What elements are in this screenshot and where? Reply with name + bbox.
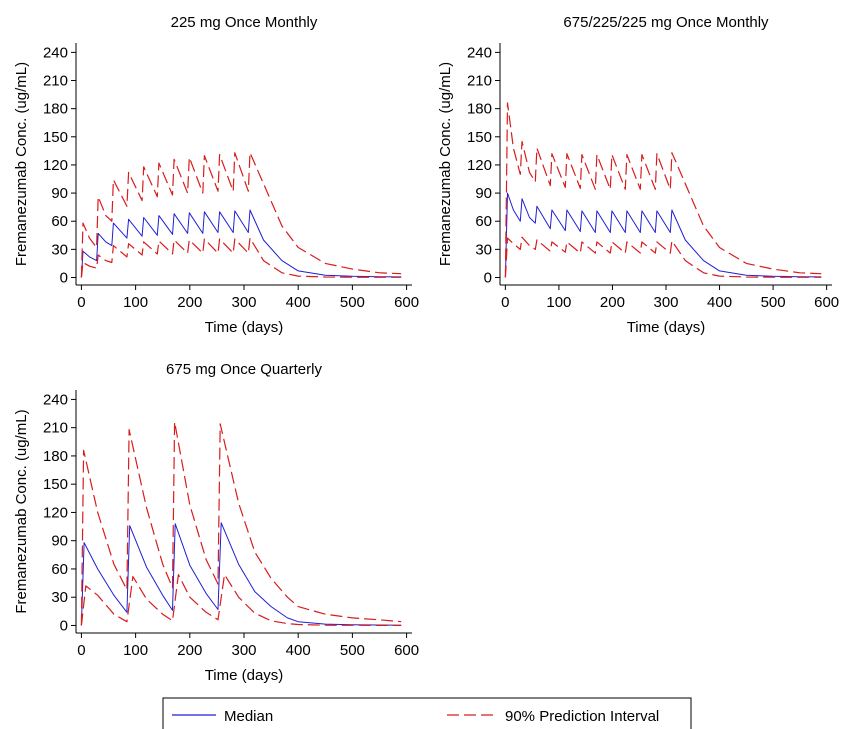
x-tick-label: 500 [340,294,365,311]
chart-panel-3: 675 mg Once Quarterly 0 30 60 90 120 150 180 210… [13,361,419,684]
prediction-interval-line [504,236,822,278]
y-tick-label: 90 [475,185,492,202]
prediction-interval-line [80,573,402,627]
y-tick-label: 210 [467,73,492,90]
y-tick-label: 0 [484,269,492,286]
y-tick-label: 240 [43,44,68,61]
x-tick-label: 100 [123,294,148,311]
x-tick-label: 100 [546,294,571,311]
y-tick-label: 0 [60,617,68,634]
y-tick-label: 240 [43,391,68,408]
x-tick-label: 200 [177,294,202,311]
y-tick-label: 150 [43,129,68,146]
chart-panel-1: 225 mg Once Monthly 0 30 60 90 120 150 180 210 24… [13,14,419,336]
y-tick-label: 180 [43,448,68,465]
y-tick-label: 180 [43,101,68,118]
y-tick-label: 30 [51,589,68,606]
x-tick-label: 500 [761,294,786,311]
x-tick-label: 600 [394,642,419,659]
x-tick-label: 600 [814,294,839,311]
y-tick-label: 150 [43,476,68,493]
x-tick-label: 0 [77,294,85,311]
y-tick-label: 0 [60,269,68,286]
chart-panel-2: 675/225/225 mg Once Monthly 0 30 60 90 120 150… [437,14,839,336]
x-tick-label: 300 [653,294,678,311]
y-tick-label: 90 [51,533,68,550]
legend: Median 90% Prediction Interval [162,697,692,729]
chart-title: 225 mg Once Monthly [171,14,318,31]
y-axis-label: Fremanezumab Conc. (ug/mL) [13,409,30,613]
prediction-interval-line [80,237,402,278]
y-tick-label: 90 [51,185,68,202]
y-axis-label: Fremanezumab Conc. (ug/mL) [13,62,30,266]
x-tick-label: 400 [286,294,311,311]
chart-title: 675/225/225 mg Once Monthly [563,14,769,31]
x-tick-label: 400 [286,642,311,659]
prediction-interval-line [80,421,402,626]
x-tick-label: 100 [123,642,148,659]
median-line [80,522,402,626]
y-tick-label: 150 [467,129,492,146]
legend-label: 90% Prediction Interval [505,708,659,725]
y-tick-label: 60 [51,561,68,578]
x-tick-label: 0 [501,294,509,311]
y-axis-label: Fremanezumab Conc. (ug/mL) [437,62,454,266]
y-tick-label: 210 [43,73,68,90]
x-tick-label: 200 [600,294,625,311]
legend-box [162,697,692,729]
median-line [504,192,822,278]
legend-label: Median [224,708,273,725]
x-tick-label: 500 [340,642,365,659]
x-tick-label: 300 [231,642,256,659]
x-axis-label: Time (days) [205,667,284,684]
median-line [80,209,402,278]
y-tick-label: 210 [43,420,68,437]
x-tick-label: 600 [394,294,419,311]
y-tick-label: 30 [475,241,492,258]
y-tick-label: 120 [43,504,68,521]
y-tick-label: 30 [51,241,68,258]
y-tick-label: 180 [467,101,492,118]
chart-title: 675 mg Once Quarterly [166,361,322,378]
x-tick-label: 0 [77,642,85,659]
x-tick-label: 400 [707,294,732,311]
prediction-interval-line [504,102,822,278]
x-tick-label: 200 [177,642,202,659]
x-axis-label: Time (days) [627,319,706,336]
y-tick-label: 120 [467,157,492,174]
y-tick-label: 240 [467,44,492,61]
y-tick-label: 60 [51,213,68,230]
x-axis-label: Time (days) [205,319,284,336]
x-tick-label: 300 [231,294,256,311]
prediction-interval-line [80,152,402,278]
y-tick-label: 60 [475,213,492,230]
y-tick-label: 120 [43,157,68,174]
